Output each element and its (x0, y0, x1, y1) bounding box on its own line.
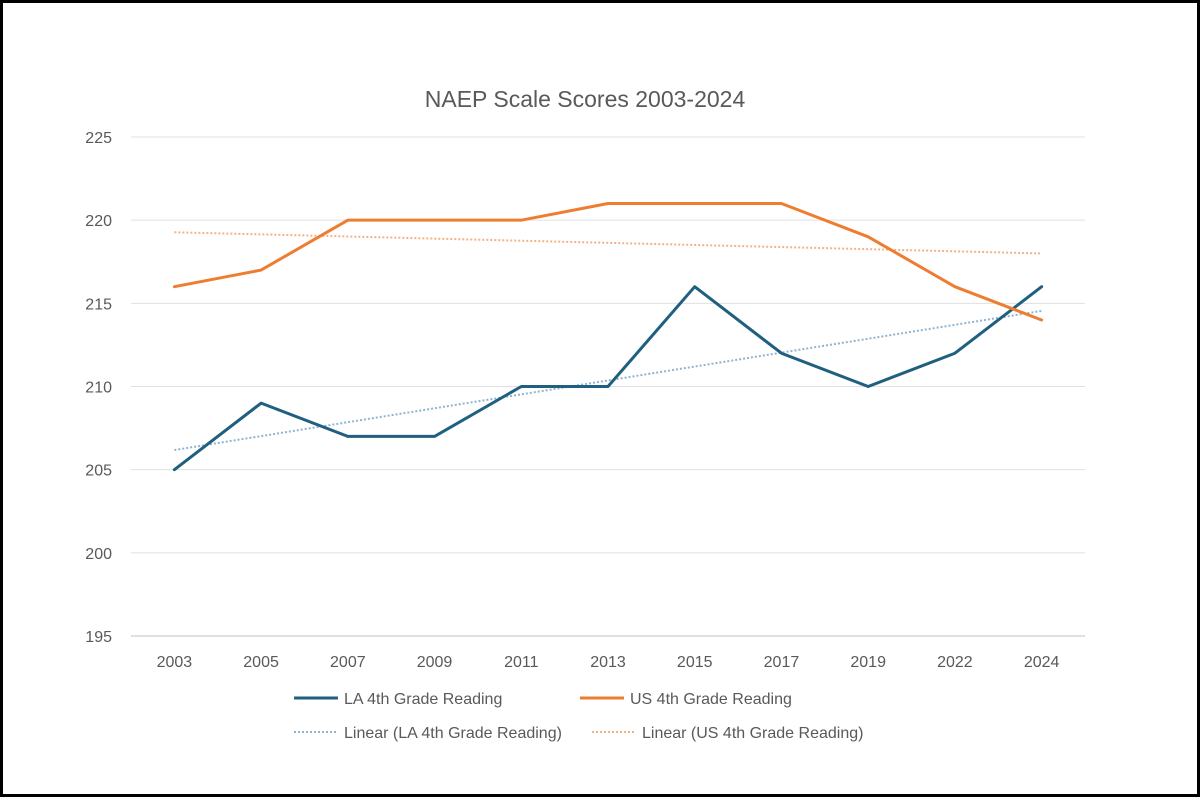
x-tick-label: 2011 (504, 654, 539, 671)
y-tick-label: 220 (85, 213, 112, 230)
x-tick-label: 2024 (1024, 654, 1060, 671)
series-lines (172, 202, 1044, 472)
legend-label: Linear (LA 4th Grade Reading) (344, 725, 562, 742)
trendline-us (174, 231, 1042, 255)
chart-title: NAEP Scale Scores 2003-2024 (425, 86, 746, 112)
x-tick-label: 2019 (850, 654, 886, 671)
legend-label: US 4th Grade Reading (630, 691, 792, 708)
series-line-us (172, 202, 1044, 322)
trendlines (174, 231, 1042, 451)
legend-item-la-trend: Linear (LA 4th Grade Reading) (294, 725, 562, 742)
x-tick-label: 2009 (417, 654, 453, 671)
y-tick-label: 195 (85, 629, 112, 646)
y-tick-label: 200 (85, 546, 112, 563)
legend-item-la: LA 4th Grade Reading (294, 691, 502, 708)
x-tick-label: 2013 (590, 654, 626, 671)
legend-label: LA 4th Grade Reading (344, 691, 502, 708)
x-tick-label: 2015 (677, 654, 713, 671)
y-tick-label: 225 (85, 130, 112, 147)
x-axis: 2003 2005 2007 2009 2011 2013 2015 2017 2019 2022… (157, 654, 1060, 671)
x-tick-label: 2005 (243, 654, 279, 671)
gridlines (131, 136, 1085, 637)
legend-item-us: US 4th Grade Reading (580, 691, 792, 708)
y-tick-label: 210 (85, 380, 112, 397)
y-tick-label: 215 (85, 296, 112, 313)
series-line-la (172, 285, 1044, 472)
x-tick-label: 2007 (330, 654, 366, 671)
trendline-la (174, 309, 1042, 451)
x-tick-label: 2017 (764, 654, 800, 671)
legend: LA 4th Grade Reading US 4th Grade Reading… (294, 691, 863, 742)
legend-item-us-trend: Linear (US 4th Grade Reading) (592, 725, 863, 742)
y-axis: 195 200 205 210 215 220 225 (85, 130, 112, 646)
x-tick-label: 2022 (937, 654, 973, 671)
x-tick-label: 2003 (157, 654, 193, 671)
y-tick-label: 205 (85, 463, 112, 480)
legend-label: Linear (US 4th Grade Reading) (642, 725, 863, 742)
